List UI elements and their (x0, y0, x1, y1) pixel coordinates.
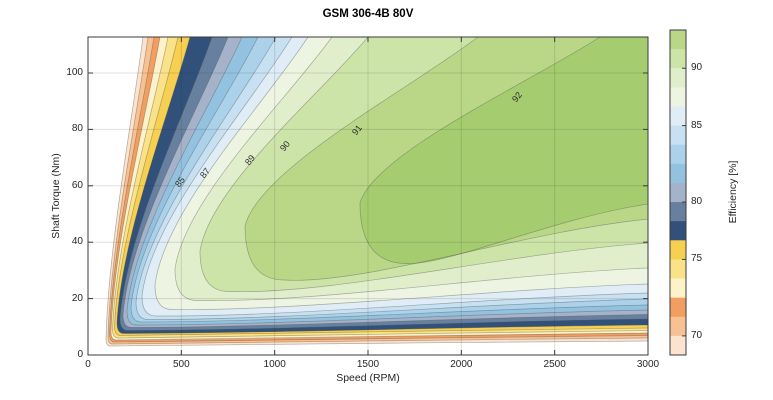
x-tick-label: 0 (85, 359, 91, 370)
colorbar-label: Efficiency [%] (727, 160, 739, 224)
colorbar-tick-label: 90 (691, 62, 703, 74)
y-tick-label: 80 (71, 123, 83, 135)
x-tick-label: 3000 (636, 359, 660, 370)
x-tick-label: 1000 (263, 359, 286, 370)
x-tick-label: 1500 (356, 359, 380, 370)
x-axis-label: Speed (RPM) (336, 372, 400, 384)
colorbar-tick-label: 70 (691, 329, 703, 341)
axis-ticks (87, 37, 649, 356)
x-tick-label: 2000 (450, 359, 473, 370)
x-tick-label: 500 (172, 359, 190, 370)
x-tick-label: 2500 (543, 359, 566, 370)
gridlines (88, 37, 648, 355)
colorbar-tick-label: 75 (691, 253, 703, 265)
contour-fills (88, 37, 648, 355)
y-tick-label: 20 (71, 292, 83, 304)
y-tick-label: 0 (77, 349, 83, 360)
y-tick-label: 40 (71, 236, 83, 248)
colorbar-tick-label: 85 (691, 119, 703, 131)
y-tick-label: 100 (66, 67, 83, 78)
chart-title: GSM 306-4B 80V (322, 8, 414, 20)
colorbar (669, 29, 687, 356)
y-tick-label: 60 (71, 179, 83, 191)
colorbar-tick-label: 80 (691, 196, 703, 208)
